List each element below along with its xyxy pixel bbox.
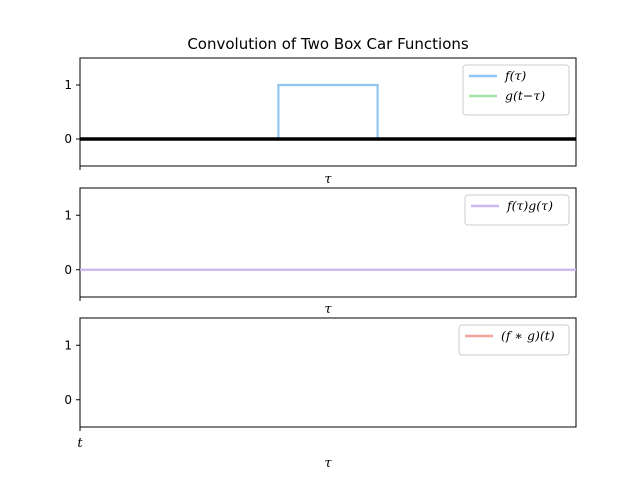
y-tick-label: 1 [64, 338, 72, 352]
legend: f(τ) g(t−τ) [462, 64, 570, 116]
x-axis-label: τ [324, 302, 332, 317]
legend-entry: g(t−τ) [505, 88, 545, 103]
y-tick-label: 1 [64, 208, 72, 222]
legend-entry: (f ∗ g)(t) [501, 328, 555, 343]
legend-box [462, 64, 570, 116]
axes-frame [79, 187, 577, 298]
y-tick-label: 0 [64, 393, 72, 407]
legend-box [458, 324, 570, 356]
y-tick-label: 1 [64, 78, 72, 92]
panel-1: 0 1 τ f(τ) g(t−τ) [64, 57, 577, 187]
legend: (f ∗ g)(t) [458, 324, 570, 356]
x-axis-label: τ [324, 456, 332, 471]
legend-entry: f(τ) [504, 68, 526, 83]
axes-frame [79, 317, 577, 428]
legend-entry: f(τ)g(τ) [506, 198, 553, 213]
axes-frame [79, 57, 577, 167]
x-axis-label: τ [324, 172, 332, 187]
panel-2: 0 1 τ f(τ)g(τ) [64, 187, 577, 317]
series-line-1 [277, 83, 379, 139]
y-tick-label: 0 [64, 263, 72, 277]
panel-3: 0 1 t τ (f ∗ g)(t) [64, 317, 577, 471]
legend-box [464, 194, 570, 226]
chart-title: Convolution of Two Box Car Functions [187, 35, 469, 53]
x-tick-label: t [77, 436, 83, 451]
y-tick-label: 0 [64, 132, 72, 146]
legend: f(τ)g(τ) [464, 194, 570, 226]
